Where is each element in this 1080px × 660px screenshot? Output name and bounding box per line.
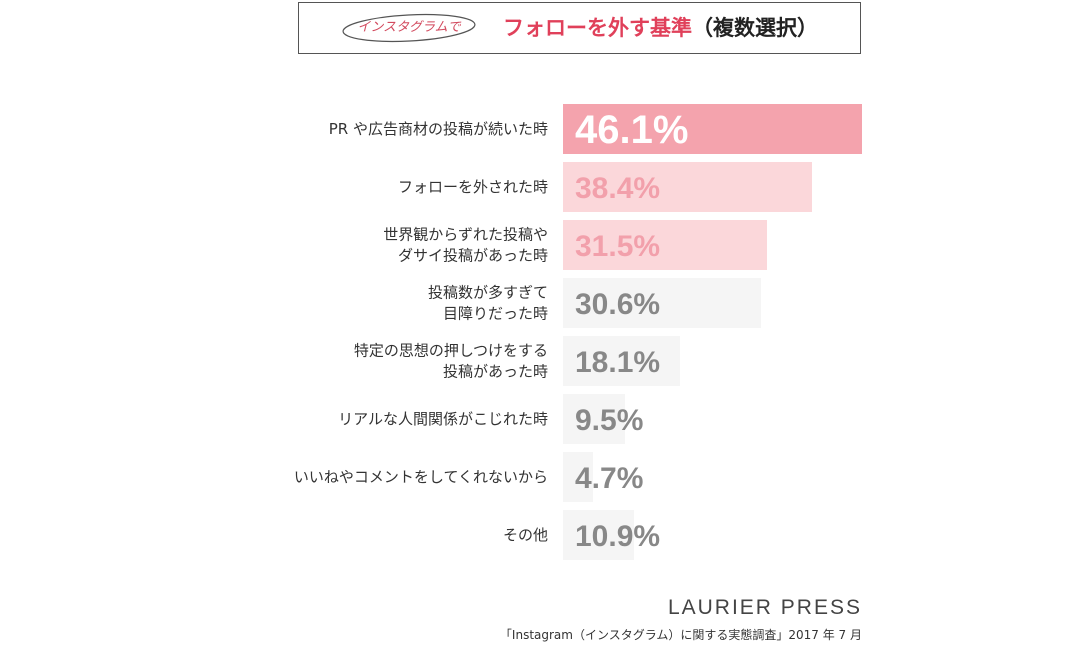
title-tag-text: インスタグラムで: [357, 20, 461, 35]
category-label-5-0: リアルな人間関係がこじれた時: [338, 410, 548, 428]
category-label-7-0: その他: [503, 526, 548, 544]
bar-value-label-7: 10.9%: [575, 520, 660, 553]
category-label-2-0: 世界観からずれた投稿や: [383, 226, 548, 244]
category-label-0-0: PR や広告商材の投稿が続いた時: [329, 120, 548, 138]
bar-value-label-2: 31.5%: [575, 230, 660, 263]
bar-0: [563, 104, 862, 154]
chart-title-main: フォローを外す基準: [503, 16, 692, 40]
bar-6: [563, 452, 593, 502]
bar-3: [563, 278, 761, 328]
source-note: 「Instagram（インスタグラム）に関する実態調査」2017 年 7 月: [499, 628, 862, 642]
bar-4: [563, 336, 680, 386]
bar-2: [563, 220, 767, 270]
bar-7: [563, 510, 634, 560]
bar-value-label-1: 38.4%: [575, 172, 660, 205]
bar-value-label-6: 4.7%: [575, 462, 643, 495]
category-label-2-1: ダサイ投稿があった時: [398, 247, 548, 265]
bar-value-label-4: 18.1%: [575, 346, 660, 379]
category-label-4-0: 特定の思想の押しつけをする: [354, 342, 548, 360]
brand-name: LAURIER PRESS: [667, 596, 862, 619]
category-label-4-1: 投稿があった時: [443, 363, 548, 381]
chart-title: フォローを外す基準（複数選択）: [503, 11, 818, 45]
title-tag: インスタグラムで: [339, 11, 479, 45]
chart-title-suffix: （複数選択）: [692, 16, 818, 40]
chart-title-box: インスタグラムで フォローを外す基準（複数選択）: [298, 2, 861, 54]
title-tag-ellipse: [342, 13, 476, 43]
bar-chart: 46.1% PR や広告商材の投稿が続いた時 38.4% フォローを外された時 31.5…: [293, 104, 862, 560]
category-label-3-1: 目障りだった時: [443, 305, 548, 323]
bar-value-label-3: 30.6%: [575, 288, 660, 321]
bar-value-label-0: 46.1%: [575, 108, 688, 152]
category-label-6-0: いいねやコメントをしてくれないから: [294, 468, 548, 486]
bar-5: [563, 394, 625, 444]
category-label-3-0: 投稿数が多すぎて: [428, 284, 548, 302]
bar-value-label-5: 9.5%: [575, 404, 643, 437]
bar-1: [563, 162, 812, 212]
category-label-1-0: フォローを外された時: [398, 178, 548, 196]
